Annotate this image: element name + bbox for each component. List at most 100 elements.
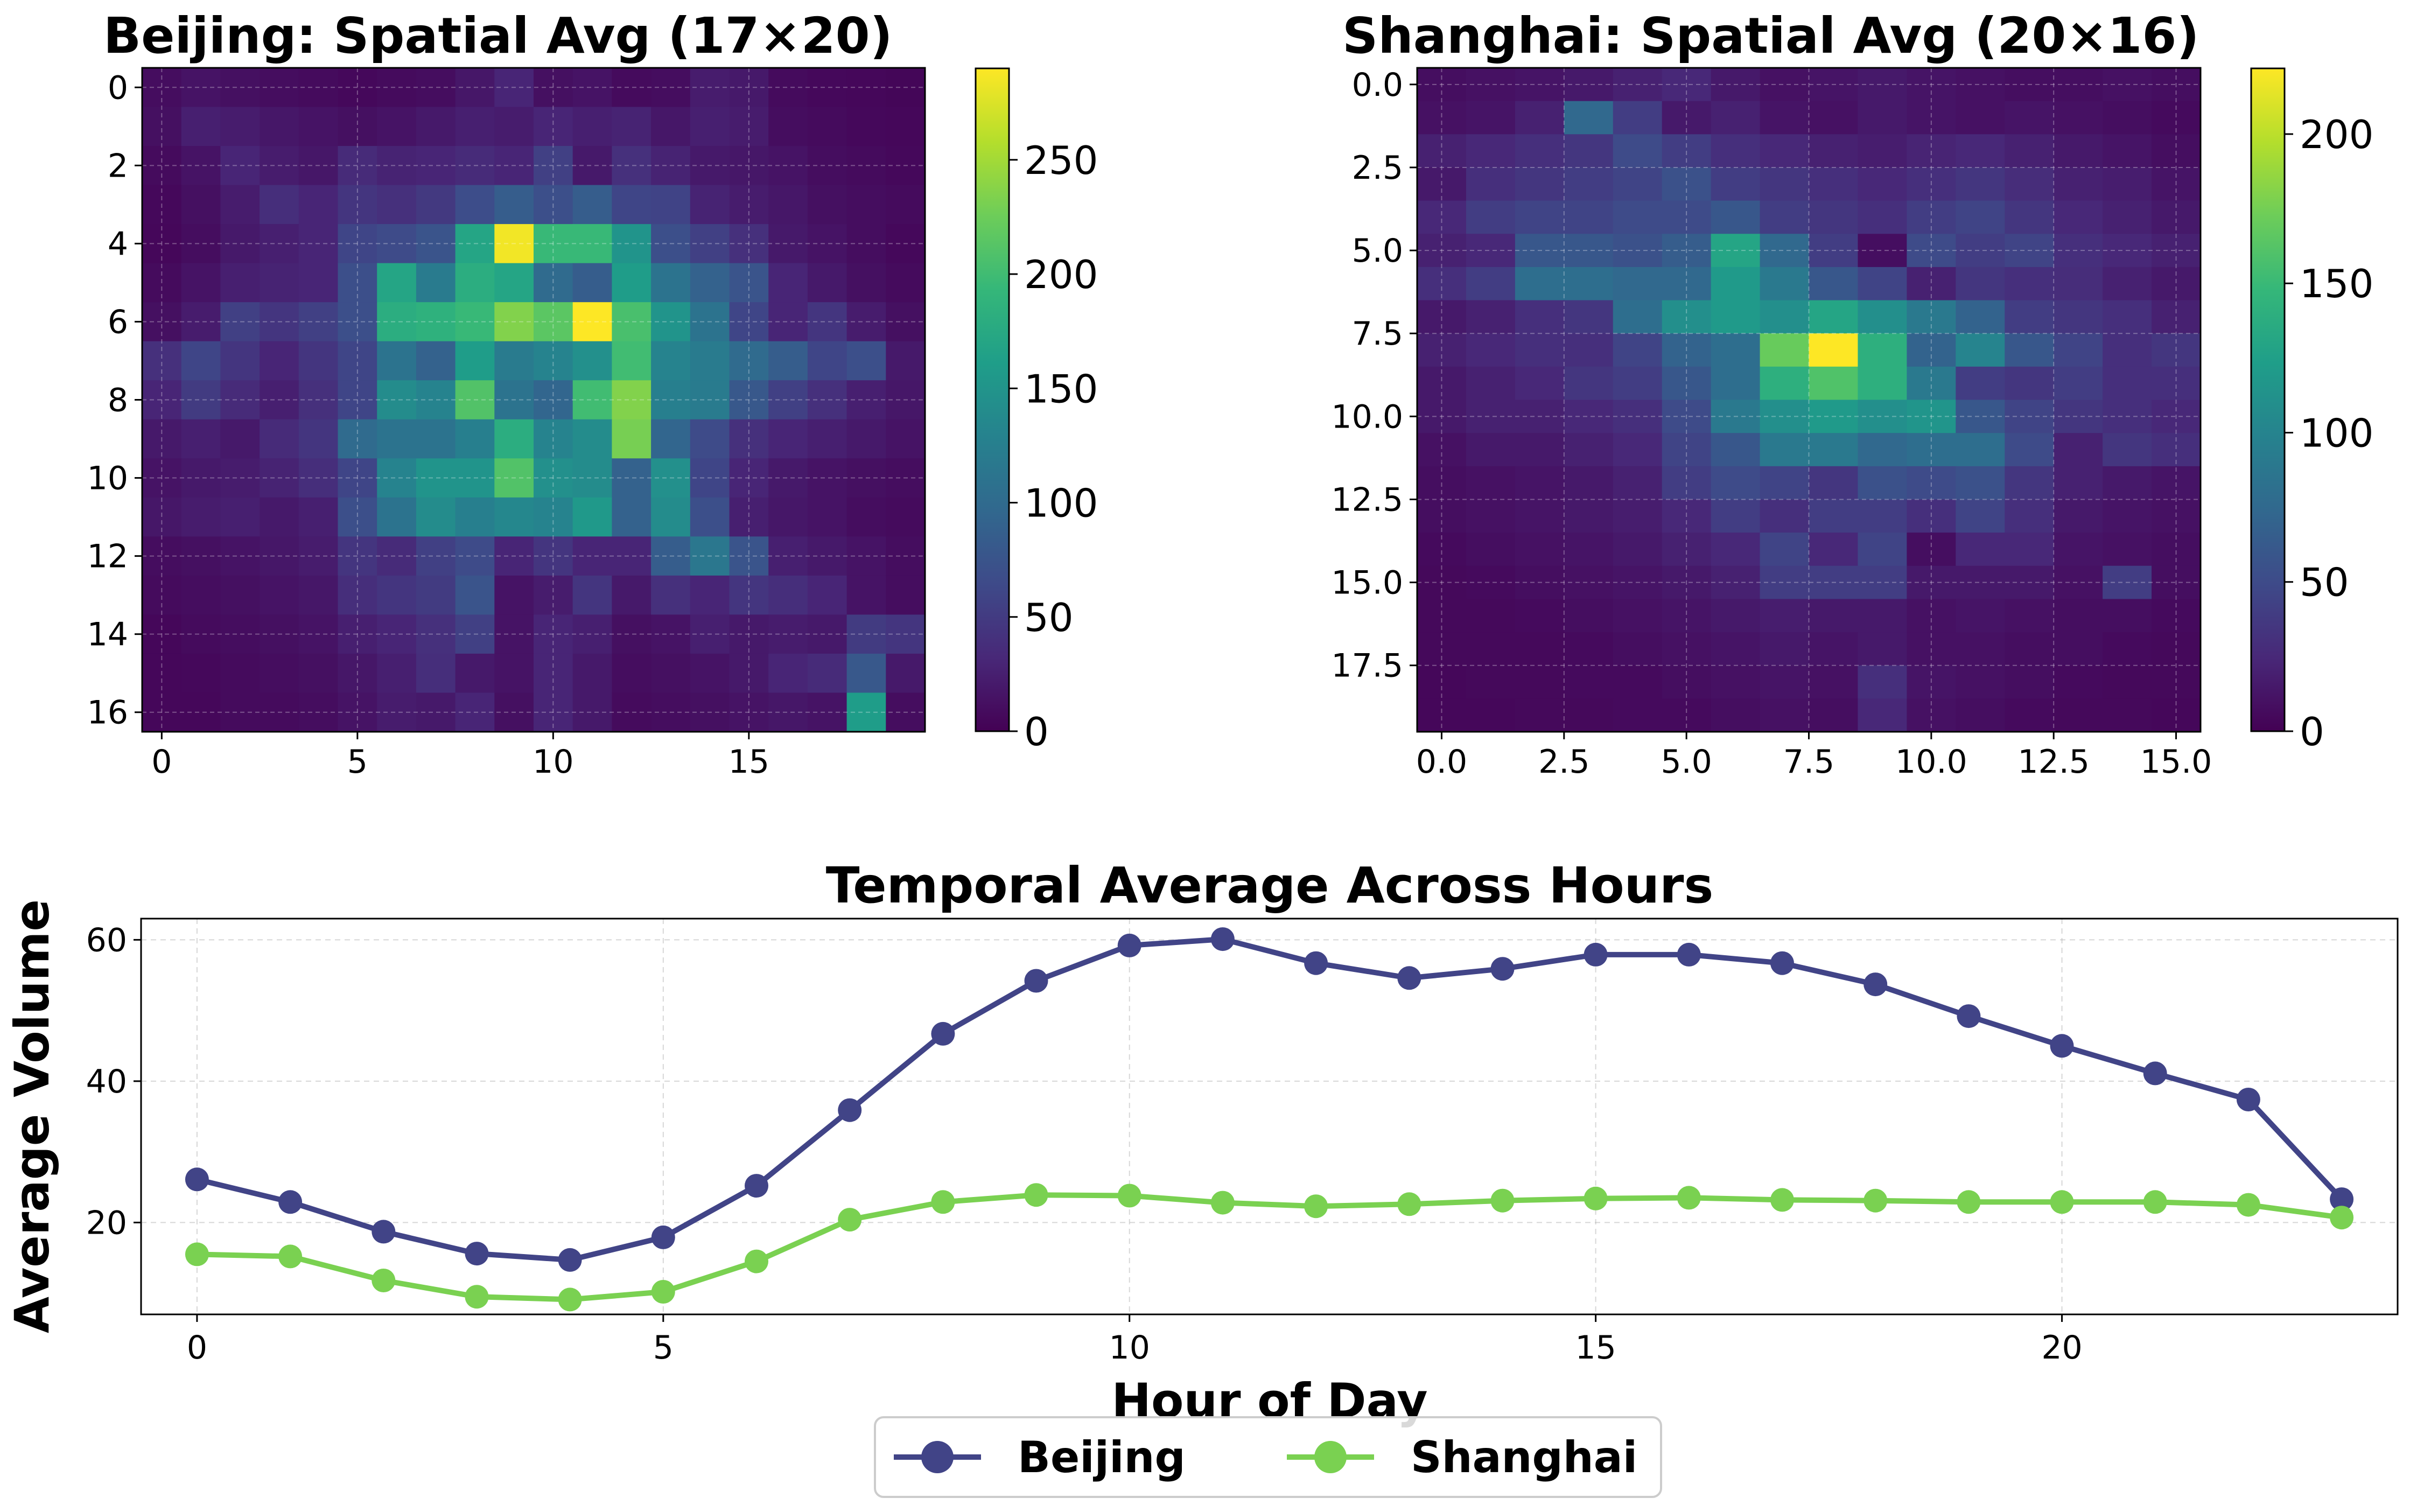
beijing-cell-r6-c8 xyxy=(455,302,495,342)
shanghai-cell-r15-c15 xyxy=(2152,565,2201,600)
shanghai-cell-r18-c14 xyxy=(2103,665,2152,699)
beijing-cell-r5-c7 xyxy=(416,263,456,303)
shanghai-cell-r2-c12 xyxy=(2005,134,2054,168)
beijing-cell-r7-c3 xyxy=(260,341,299,381)
beijing-cell-r8-c15 xyxy=(729,380,769,420)
beijing-cell-r14-c0 xyxy=(142,614,182,654)
beijing-cell-r5-c16 xyxy=(768,263,808,303)
shanghai-cell-r0-c15 xyxy=(2152,68,2201,102)
beijing-cell-r7-c4 xyxy=(298,341,339,381)
shanghai-cell-r15-c5 xyxy=(1662,565,1712,600)
data-point-beijing xyxy=(1863,972,1888,997)
shanghai-cell-r6-c3 xyxy=(1564,267,1614,301)
shanghai-cell-r10-c1 xyxy=(1466,400,1516,433)
beijing-cell-r0-c2 xyxy=(220,68,260,108)
beijing-cell-r16-c4 xyxy=(298,692,339,732)
shanghai-cell-r7-c3 xyxy=(1564,300,1614,334)
beijing-cell-r16-c8 xyxy=(455,692,495,732)
shanghai-cell-r19-c12 xyxy=(2005,698,2054,732)
beijing-cell-r14-c10 xyxy=(534,614,573,654)
shanghai-cell-r6-c10 xyxy=(1907,267,1957,301)
shanghai-cell-r16-c2 xyxy=(1515,599,1565,633)
beijing-colorbar-tick-label: 250 xyxy=(1024,138,1098,183)
data-point-shanghai xyxy=(465,1285,489,1309)
shanghai-cell-r15-c7 xyxy=(1760,565,1810,600)
shanghai-cell-r13-c7 xyxy=(1760,499,1810,533)
beijing-cell-r10-c7 xyxy=(416,458,456,498)
shanghai-cell-r0-c3 xyxy=(1564,68,1614,102)
data-point-beijing xyxy=(558,1248,582,1272)
beijing-cell-r5-c9 xyxy=(494,263,534,303)
beijing-cell-r6-c6 xyxy=(377,302,417,342)
beijing-cell-r10-c8 xyxy=(455,458,495,498)
beijing-cell-r11-c6 xyxy=(377,497,417,537)
shanghai-cell-r2-c0 xyxy=(1417,134,1467,168)
beijing-cell-r14-c13 xyxy=(651,614,691,654)
beijing-cell-r1-c2 xyxy=(220,107,260,146)
beijing-cell-r5-c1 xyxy=(181,263,221,303)
beijing-cell-r10-c16 xyxy=(768,458,808,498)
shanghai-cell-r18-c1 xyxy=(1466,665,1516,699)
beijing-cell-r15-c12 xyxy=(612,653,651,694)
beijing-cell-r1-c14 xyxy=(690,107,730,146)
beijing-cell-r8-c12 xyxy=(612,380,651,420)
shanghai-x-ticks: 0.0 2.5 5.0 7.5 10.0 12.5 15.0 xyxy=(1416,732,2212,781)
data-point-shanghai xyxy=(1957,1190,1981,1214)
beijing-cell-r8-c6 xyxy=(377,380,417,420)
beijing-cell-r7-c1 xyxy=(181,341,221,381)
beijing-cell-r14-c11 xyxy=(572,614,613,654)
line-chart-x-tick-label: 15 xyxy=(1575,1329,1616,1367)
beijing-cell-r3-c19 xyxy=(886,185,926,225)
shanghai-cell-r11-c2 xyxy=(1515,433,1565,467)
beijing-cell-r16-c0 xyxy=(142,692,182,732)
data-point-beijing xyxy=(2236,1088,2260,1111)
beijing-cell-r0-c1 xyxy=(181,68,221,108)
beijing-cell-r12-c5 xyxy=(338,536,377,576)
beijing-cell-r1-c15 xyxy=(729,107,769,146)
shanghai-cell-r2-c1 xyxy=(1466,134,1516,168)
shanghai-cell-r15-c6 xyxy=(1711,565,1761,600)
shanghai-cell-r1-c7 xyxy=(1760,101,1810,135)
shanghai-cell-r18-c7 xyxy=(1760,665,1810,699)
beijing-cell-r15-c1 xyxy=(181,653,221,694)
beijing-cell-r13-c8 xyxy=(455,575,495,615)
shanghai-cell-r11-c3 xyxy=(1564,433,1614,467)
beijing-cell-r14-c12 xyxy=(612,614,651,654)
shanghai-cell-r9-c8 xyxy=(1809,366,1859,401)
beijing-cell-r0-c6 xyxy=(377,68,417,108)
beijing-cell-r7-c15 xyxy=(729,341,769,381)
beijing-cell-r11-c12 xyxy=(612,497,651,537)
beijing-cell-r2-c8 xyxy=(455,146,495,186)
beijing-cell-r1-c10 xyxy=(534,107,573,146)
beijing-cell-r4-c13 xyxy=(651,224,691,264)
shanghai-cell-r16-c11 xyxy=(1956,599,2006,633)
line-chart-frame xyxy=(140,918,2399,1315)
beijing-cell-r16-c3 xyxy=(260,692,299,732)
beijing-cell-r3-c10 xyxy=(534,185,573,225)
beijing-cell-r2-c14 xyxy=(690,146,730,186)
beijing-cell-r11-c16 xyxy=(768,497,808,537)
beijing-cell-r1-c12 xyxy=(612,107,651,146)
shanghai-cell-r9-c4 xyxy=(1613,366,1663,401)
shanghai-y-tick-label: 0.0 xyxy=(1352,66,1403,104)
beijing-cell-r15-c16 xyxy=(768,653,808,694)
beijing-cell-r0-c14 xyxy=(690,68,730,108)
beijing-heatmap-grid xyxy=(142,68,925,732)
shanghai-cell-r6-c7 xyxy=(1760,267,1810,301)
shanghai-cell-r11-c1 xyxy=(1466,433,1516,467)
beijing-cell-r9-c3 xyxy=(260,419,299,459)
shanghai-cell-r19-c7 xyxy=(1760,698,1810,732)
shanghai-cell-r13-c12 xyxy=(2005,499,2054,533)
shanghai-cell-r9-c2 xyxy=(1515,366,1565,401)
shanghai-cell-r19-c8 xyxy=(1809,698,1859,732)
beijing-cell-r2-c15 xyxy=(729,146,769,186)
beijing-cell-r11-c15 xyxy=(729,497,769,537)
shanghai-cell-r17-c2 xyxy=(1515,632,1565,666)
beijing-cell-r16-c12 xyxy=(612,692,651,732)
data-point-shanghai xyxy=(1770,1188,1794,1212)
line-chart-y-ticks: 20 40 60 xyxy=(86,921,141,1242)
shanghai-cell-r9-c9 xyxy=(1858,366,1908,401)
beijing-cell-r16-c18 xyxy=(846,692,887,732)
beijing-cell-r5-c14 xyxy=(690,263,730,303)
beijing-cell-r1-c17 xyxy=(807,107,847,146)
